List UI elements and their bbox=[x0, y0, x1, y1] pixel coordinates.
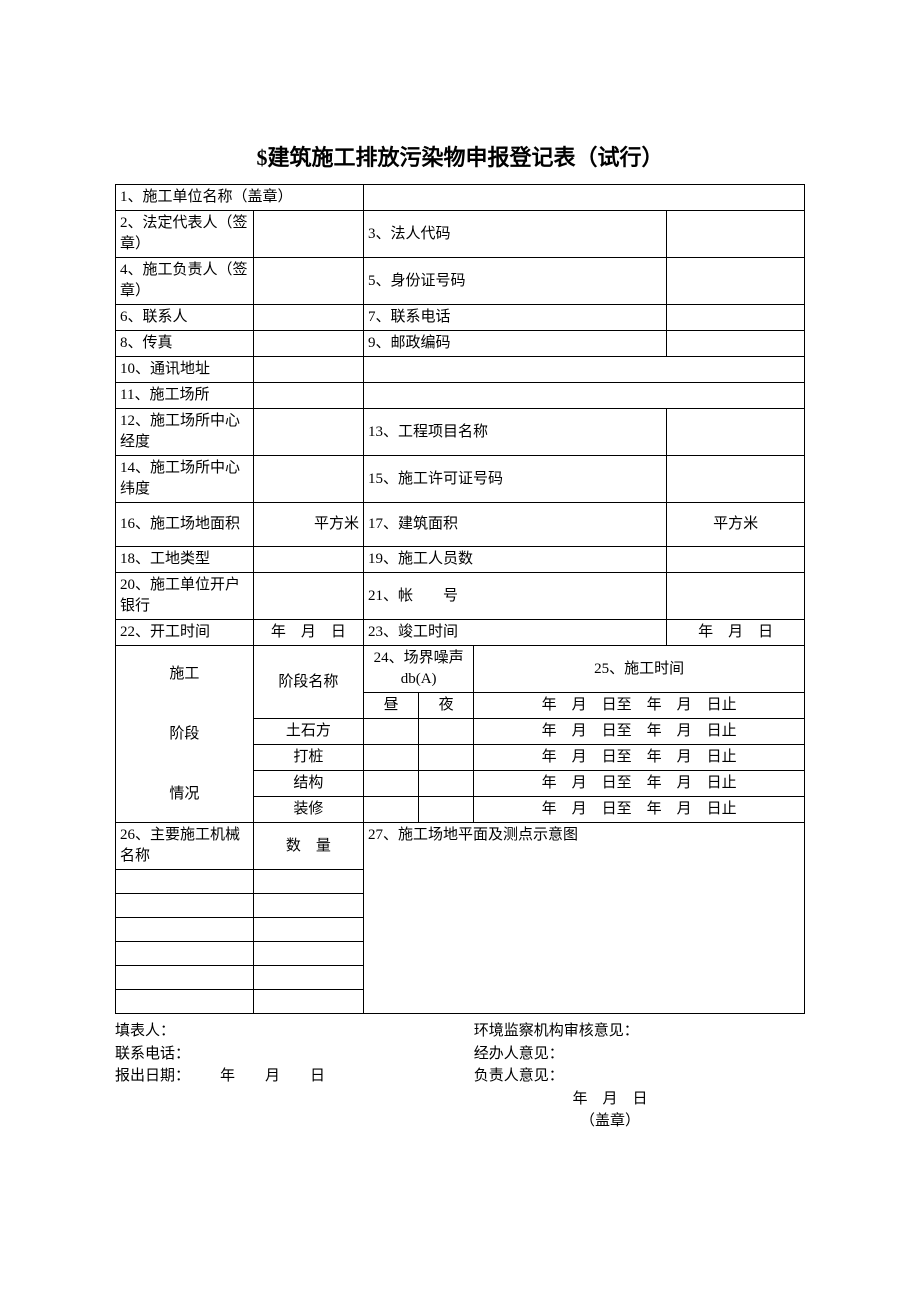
field-day-0[interactable] bbox=[364, 719, 419, 745]
label-unit-name: 1、施工单位名称（盖章） bbox=[116, 185, 364, 211]
field-night-0[interactable] bbox=[419, 719, 474, 745]
field-project-name[interactable] bbox=[667, 409, 805, 456]
footer-left-3: 报出日期： 年 月 日 bbox=[115, 1065, 474, 1088]
label-machinery: 26、主要施工机械名称 bbox=[116, 823, 254, 870]
field-day-3[interactable] bbox=[364, 797, 419, 823]
label-longitude: 12、施工场所中心经度 bbox=[116, 409, 254, 456]
label-day: 昼 bbox=[364, 693, 419, 719]
field-site-type[interactable] bbox=[253, 547, 363, 573]
label-site-area: 16、施工场地面积 bbox=[116, 503, 254, 547]
field-qty-5[interactable] bbox=[253, 990, 363, 1014]
field-contact[interactable] bbox=[253, 305, 363, 331]
footer-stamp: （盖章） bbox=[115, 1110, 805, 1133]
label-permit-no: 15、施工许可证号码 bbox=[364, 456, 667, 503]
stage-row-0: 土石方 bbox=[253, 719, 363, 745]
label-account: 21、帐 号 bbox=[364, 573, 667, 620]
footer-right-1: 环境监察机构审核意见： bbox=[474, 1020, 805, 1043]
field-time-range-1[interactable]: 年 月 日至 年 月 日止 bbox=[474, 719, 805, 745]
field-mach-1[interactable] bbox=[116, 894, 254, 918]
field-qty-4[interactable] bbox=[253, 966, 363, 990]
label-stage-col: 施工 阶段 情况 bbox=[116, 646, 254, 823]
field-account[interactable] bbox=[667, 573, 805, 620]
stage-row-2: 结构 bbox=[253, 771, 363, 797]
label-site-type: 18、工地类型 bbox=[116, 547, 254, 573]
stage-row-3: 装修 bbox=[253, 797, 363, 823]
field-night-3[interactable] bbox=[419, 797, 474, 823]
field-legal-rep[interactable] bbox=[253, 211, 363, 258]
label-bank: 20、施工单位开户银行 bbox=[116, 573, 254, 620]
label-quantity: 数 量 bbox=[253, 823, 363, 870]
field-permit-no[interactable] bbox=[667, 456, 805, 503]
field-day-1[interactable] bbox=[364, 745, 419, 771]
label-legal-code: 3、法人代码 bbox=[364, 211, 667, 258]
field-mach-4[interactable] bbox=[116, 966, 254, 990]
footer-left-1: 填表人： bbox=[115, 1020, 474, 1043]
field-unit-name[interactable] bbox=[364, 185, 805, 211]
field-mach-3[interactable] bbox=[116, 942, 254, 966]
label-build-area: 17、建筑面积 bbox=[364, 503, 667, 547]
field-mach-5[interactable] bbox=[116, 990, 254, 1014]
field-mach-2[interactable] bbox=[116, 918, 254, 942]
field-build-area-unit: 平方米 bbox=[667, 503, 805, 547]
field-mach-0[interactable] bbox=[116, 870, 254, 894]
label-site: 11、施工场所 bbox=[116, 383, 254, 409]
field-time-range-2[interactable]: 年 月 日至 年 月 日止 bbox=[474, 745, 805, 771]
form-table: 1、施工单位名称（盖章） 2、法定代表人（签章） 3、法人代码 4、施工负责人（… bbox=[115, 184, 805, 1014]
footer-left-2: 联系电话： bbox=[115, 1043, 474, 1066]
field-time-range-4[interactable]: 年 月 日至 年 月 日止 bbox=[474, 797, 805, 823]
field-start-time[interactable]: 年 月 日 bbox=[253, 620, 363, 646]
field-staff-count[interactable] bbox=[667, 547, 805, 573]
label-manager: 4、施工负责人（签章） bbox=[116, 258, 254, 305]
field-id-number[interactable] bbox=[667, 258, 805, 305]
field-end-time[interactable]: 年 月 日 bbox=[667, 620, 805, 646]
label-project-name: 13、工程项目名称 bbox=[364, 409, 667, 456]
label-staff-count: 19、施工人员数 bbox=[364, 547, 667, 573]
field-address-1[interactable] bbox=[253, 357, 363, 383]
stage-row-1: 打桩 bbox=[253, 745, 363, 771]
field-site-area-unit: 平方米 bbox=[253, 503, 363, 547]
footer-right-3: 负责人意见： bbox=[474, 1065, 805, 1088]
field-longitude[interactable] bbox=[253, 409, 363, 456]
label-construct-time: 25、施工时间 bbox=[474, 646, 805, 693]
field-qty-2[interactable] bbox=[253, 918, 363, 942]
label-start-time: 22、开工时间 bbox=[116, 620, 254, 646]
label-phone: 7、联系电话 bbox=[364, 305, 667, 331]
footer-date: 年 月 日 bbox=[115, 1088, 805, 1111]
field-time-range-0[interactable]: 年 月 日至 年 月 日止 bbox=[474, 693, 805, 719]
field-time-range-3[interactable]: 年 月 日至 年 月 日止 bbox=[474, 771, 805, 797]
field-site-2[interactable] bbox=[364, 383, 805, 409]
footer-block: 填表人： 环境监察机构审核意见： 联系电话： 经办人意见： 报出日期： 年 月 … bbox=[115, 1020, 805, 1133]
field-fax[interactable] bbox=[253, 331, 363, 357]
footer-right-2: 经办人意见： bbox=[474, 1043, 805, 1066]
label-end-time: 23、竣工时间 bbox=[364, 620, 667, 646]
label-address: 10、通讯地址 bbox=[116, 357, 254, 383]
label-noise: 24、场界噪声 db(A) bbox=[364, 646, 474, 693]
field-qty-1[interactable] bbox=[253, 894, 363, 918]
label-stage-name: 阶段名称 bbox=[253, 646, 363, 719]
label-fax: 8、传真 bbox=[116, 331, 254, 357]
field-day-2[interactable] bbox=[364, 771, 419, 797]
field-bank[interactable] bbox=[253, 573, 363, 620]
label-latitude: 14、施工场所中心纬度 bbox=[116, 456, 254, 503]
label-id-number: 5、身份证号码 bbox=[364, 258, 667, 305]
field-night-2[interactable] bbox=[419, 771, 474, 797]
field-address-2[interactable] bbox=[364, 357, 805, 383]
field-manager[interactable] bbox=[253, 258, 363, 305]
label-plan-diagram: 27、施工场地平面及测点示意图 bbox=[364, 823, 805, 1014]
label-night: 夜 bbox=[419, 693, 474, 719]
label-legal-rep: 2、法定代表人（签章） bbox=[116, 211, 254, 258]
field-qty-0[interactable] bbox=[253, 870, 363, 894]
field-qty-3[interactable] bbox=[253, 942, 363, 966]
label-postcode: 9、邮政编码 bbox=[364, 331, 667, 357]
field-night-1[interactable] bbox=[419, 745, 474, 771]
field-postcode[interactable] bbox=[667, 331, 805, 357]
label-contact: 6、联系人 bbox=[116, 305, 254, 331]
field-phone[interactable] bbox=[667, 305, 805, 331]
field-site-1[interactable] bbox=[253, 383, 363, 409]
page-title: $建筑施工排放污染物申报登记表（试行） bbox=[115, 140, 805, 172]
field-legal-code[interactable] bbox=[667, 211, 805, 258]
field-latitude[interactable] bbox=[253, 456, 363, 503]
